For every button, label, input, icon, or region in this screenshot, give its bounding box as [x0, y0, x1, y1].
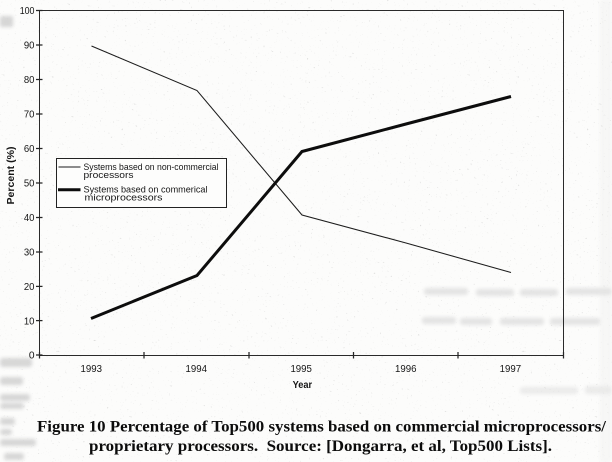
svg-text:1997: 1997	[500, 364, 522, 375]
svg-text:processors: processors	[84, 169, 134, 180]
svg-text:1995: 1995	[290, 364, 312, 375]
svg-text:70: 70	[24, 110, 35, 121]
svg-text:microprocessors: microprocessors	[85, 191, 163, 202]
svg-text:10: 10	[24, 317, 35, 328]
svg-text:100: 100	[20, 6, 35, 17]
svg-text:Percent (%): Percent (%)	[6, 147, 17, 205]
svg-text:20: 20	[24, 282, 35, 293]
svg-text:1993: 1993	[81, 364, 103, 375]
svg-text:Systems based on commerical: Systems based on commerical	[84, 183, 208, 194]
svg-text:30: 30	[24, 248, 35, 259]
svg-text:1994: 1994	[186, 364, 208, 375]
svg-text:1996: 1996	[395, 364, 417, 375]
svg-text:proprietary processors. Sourc: proprietary processors. Source: [Dongarr…	[89, 438, 552, 455]
svg-text:Systems based on non-commercia: Systems based on non-commercial	[84, 161, 219, 172]
svg-text:80: 80	[24, 75, 35, 86]
svg-text:Year: Year	[293, 380, 313, 391]
svg-text:40: 40	[24, 213, 35, 224]
svg-text:90: 90	[24, 41, 35, 52]
svg-text:0: 0	[29, 351, 35, 362]
svg-text:Figure 10 Percentage of Top500: Figure 10 Percentage of Top500 systems b…	[37, 419, 607, 436]
svg-text:60: 60	[24, 144, 35, 155]
svg-text:50: 50	[24, 179, 35, 190]
